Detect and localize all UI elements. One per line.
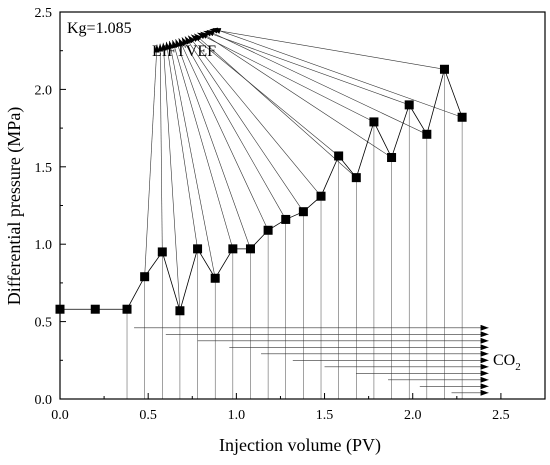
liftvef-arrow [144,44,160,277]
data-point [298,207,308,217]
y-axis-label: Differential pressure (MPa) [4,107,25,306]
data-point [210,273,220,283]
data-point [439,64,449,74]
data-point [122,304,132,314]
co2-label: CO [493,352,515,369]
co2-annotation: CO2 [493,352,521,373]
data-point [404,100,414,110]
x-tick-label: 1.0 [228,408,246,423]
data-point [55,304,65,314]
x-axis-label: Injection volume (PV) [219,435,381,456]
y-tick-label: 0.5 [35,316,53,331]
liftvef-arrow [190,34,339,157]
liftvef-arrow [164,41,198,249]
liftvef-arrow [181,37,287,220]
annotation-arrows [134,27,489,396]
liftvef-arrow [187,35,322,197]
y-tick-label: 1.0 [35,238,53,253]
axis-ticks: 0.0 0.5 1.0 1.5 2.0 2.5 0.0 0.5 1.0 1.5 2.0 2.5 [35,6,510,423]
y-tick-label: 1.5 [35,161,53,176]
liftvef-arrow [209,27,445,70]
data-point [140,272,150,282]
liftvef-arrow [206,29,427,135]
co2-subscript: 2 [515,361,521,373]
data-point [457,112,467,122]
data-point [351,173,361,183]
liftvef-arrow [157,43,164,252]
y-tick-label: 2.0 [35,83,53,98]
data-point [422,129,432,139]
liftvef-arrow [171,39,234,249]
data-point [334,151,344,161]
liftvef-arrow [197,32,375,123]
liftvef-arrow [178,38,269,231]
liftvef-arrow [203,30,410,106]
data-point [175,306,185,316]
x-tick-label: 0.0 [51,408,69,423]
liftvef-arrow [184,36,304,212]
data-point [281,214,291,224]
x-tick-label: 1.5 [316,408,334,423]
x-tick-label: 2.0 [404,408,422,423]
liftvef-arrow [200,31,392,158]
data-point [193,244,203,254]
vertical-drop-lines [126,69,463,399]
data-point [369,117,379,127]
series-polyline [60,67,463,313]
kg-annotation: Kg=1.085 [67,20,132,37]
data-point [316,191,326,201]
data-point [387,153,397,163]
data-point [228,244,238,254]
liftvef-annotation: LIFTVEF [152,43,216,60]
y-tick-label: 2.5 [35,6,53,21]
data-point [263,225,273,235]
data-point [157,247,167,257]
data-point [90,304,100,314]
data-point [245,244,255,254]
y-tick-label: 0.0 [35,393,53,408]
series-line [55,64,467,316]
liftvef-arrow [175,39,251,249]
liftvef-arrow [167,40,216,279]
liftvef-arrow [194,33,357,178]
x-tick-label: 0.5 [139,408,157,423]
liftvef-arrow [212,28,463,118]
x-tick-label: 2.5 [492,408,510,423]
liftvef-arrow [160,42,181,311]
